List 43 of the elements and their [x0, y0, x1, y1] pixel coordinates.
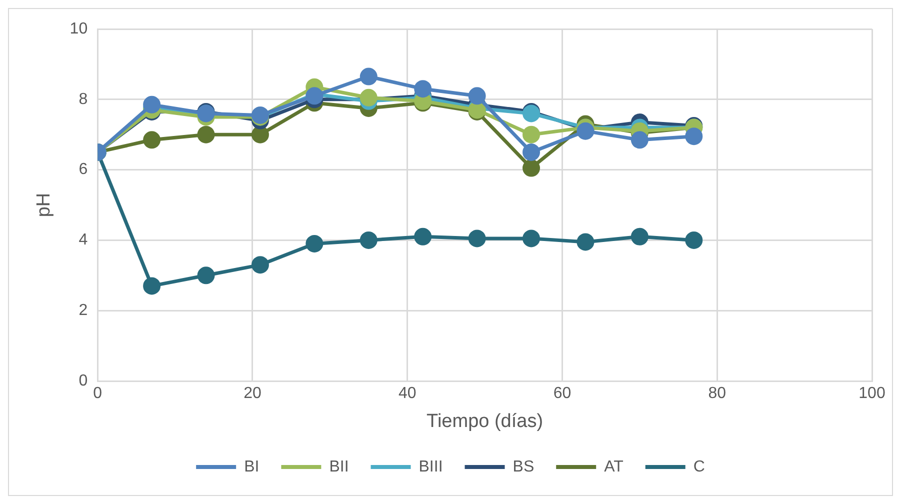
y-axis-title: pH	[34, 192, 55, 218]
point	[522, 143, 540, 161]
x-tick-label: 20	[244, 385, 262, 402]
legend-label: C	[693, 458, 705, 476]
x-tick-label: 0	[93, 385, 102, 402]
point	[251, 256, 269, 274]
point	[522, 230, 540, 248]
point	[360, 68, 378, 86]
point	[143, 277, 161, 295]
x-axis-title: Tiempo (días)	[426, 410, 544, 432]
y-tick-label: 0	[78, 372, 88, 390]
point	[414, 228, 432, 246]
point	[306, 234, 324, 252]
y-tick-label: 6	[78, 161, 88, 178]
point	[685, 128, 703, 146]
point	[522, 126, 540, 144]
point	[685, 231, 703, 249]
y-tick-label: 4	[78, 232, 88, 249]
legend-label: BI	[244, 458, 260, 476]
point	[576, 233, 594, 251]
point	[522, 159, 540, 177]
point	[468, 230, 486, 248]
legend-label: BS	[512, 458, 534, 476]
point	[414, 80, 432, 98]
point	[630, 131, 648, 149]
x-tick-label: 60	[553, 385, 572, 402]
y-tick-label: 2	[78, 302, 88, 320]
point	[630, 228, 648, 246]
point	[360, 231, 378, 249]
legend-label: AT	[604, 458, 624, 476]
x-tick-label: 40	[398, 385, 416, 402]
point	[468, 87, 486, 105]
x-tick-label: 80	[708, 385, 726, 402]
point	[197, 126, 215, 144]
point	[197, 266, 215, 284]
y-tick-label: 8	[78, 90, 88, 108]
x-tick-label: 100	[858, 385, 886, 402]
point	[143, 131, 161, 149]
y-tick-label: 10	[70, 20, 88, 38]
point	[251, 126, 269, 144]
point	[143, 96, 161, 114]
legend-label: BIII	[418, 458, 443, 476]
legend-label: BII	[329, 458, 349, 476]
